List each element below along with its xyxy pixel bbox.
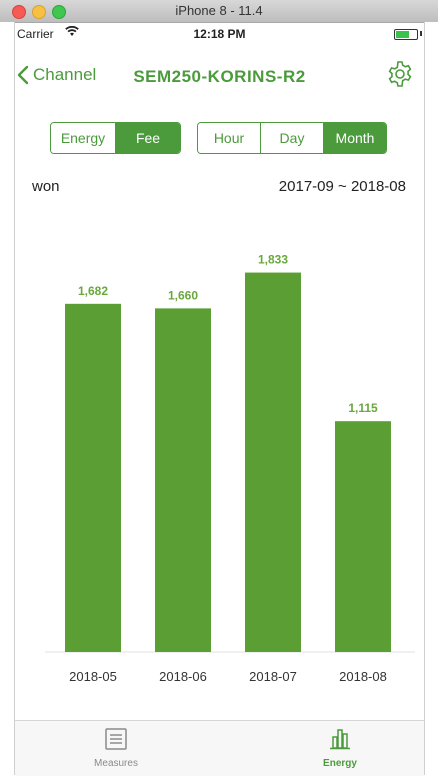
date-range-label[interactable]: 2017-09 ~ 2018-08 [278, 178, 406, 195]
simulator-title-bar: iPhone 8 - 11.4 [0, 0, 438, 23]
x-tick-label: 2018-08 [339, 669, 387, 684]
page-title: SEM250-KORINS-R2 [133, 67, 306, 86]
bar-2018-05[interactable] [65, 303, 121, 652]
back-button-label: Channel [33, 65, 97, 84]
simulator-frame-right [424, 22, 438, 775]
x-tick-label: 2018-07 [249, 669, 297, 684]
x-tick-label: 2018-06 [159, 669, 207, 684]
bar-2018-07[interactable] [245, 272, 301, 652]
segment-hour[interactable]: Hour [198, 123, 261, 153]
bar-2018-06[interactable] [155, 308, 211, 652]
gear-icon[interactable] [386, 60, 414, 93]
period-segmented-control: Hour Day Month [197, 122, 387, 154]
battery-icon [394, 29, 418, 40]
wifi-icon [65, 25, 79, 40]
tab-energy-label: Energy [323, 758, 357, 769]
chevron-left-icon [17, 65, 29, 85]
close-window-button[interactable] [12, 5, 26, 19]
fee-bar-chart: 1,682 2018-05 1,660 2018-06 1,833 2018-07 1,11… [45, 253, 415, 684]
metric-segmented-control: Energy Fee [50, 122, 181, 154]
bar-value-label: 1,833 [258, 253, 288, 267]
unit-label: won [32, 178, 60, 195]
status-bar: Carrier 12:18 PM [15, 24, 424, 44]
bar-value-label: 1,682 [78, 284, 108, 298]
bar-chart-icon [330, 729, 350, 750]
tab-bar: Measures Energy [15, 720, 424, 776]
segment-day[interactable]: Day [261, 123, 324, 153]
back-button[interactable]: Channel [17, 62, 96, 88]
bar-2018-08[interactable] [335, 421, 391, 652]
status-time: 12:18 PM [193, 27, 246, 41]
tab-measures-label: Measures [94, 758, 138, 769]
bar-value-label: 1,115 [348, 401, 378, 415]
minimize-window-button[interactable] [32, 5, 46, 19]
carrier-label: Carrier [17, 27, 54, 41]
battery-charging-icon [420, 31, 422, 36]
zoom-window-button[interactable] [52, 5, 66, 19]
navigation-bar: Channel SEM250-KORINS-R2 [15, 54, 424, 98]
simulator-frame-left [0, 22, 15, 775]
tab-energy[interactable]: Energy [280, 727, 400, 769]
segment-month[interactable]: Month [324, 123, 386, 153]
bar-value-label: 1,660 [168, 288, 198, 302]
tab-measures[interactable]: Measures [56, 727, 176, 769]
segment-energy[interactable]: Energy [51, 123, 116, 153]
x-tick-label: 2018-05 [69, 669, 117, 684]
window-title: iPhone 8 - 11.4 [175, 3, 263, 18]
list-icon [105, 728, 127, 750]
segment-fee[interactable]: Fee [116, 123, 180, 153]
